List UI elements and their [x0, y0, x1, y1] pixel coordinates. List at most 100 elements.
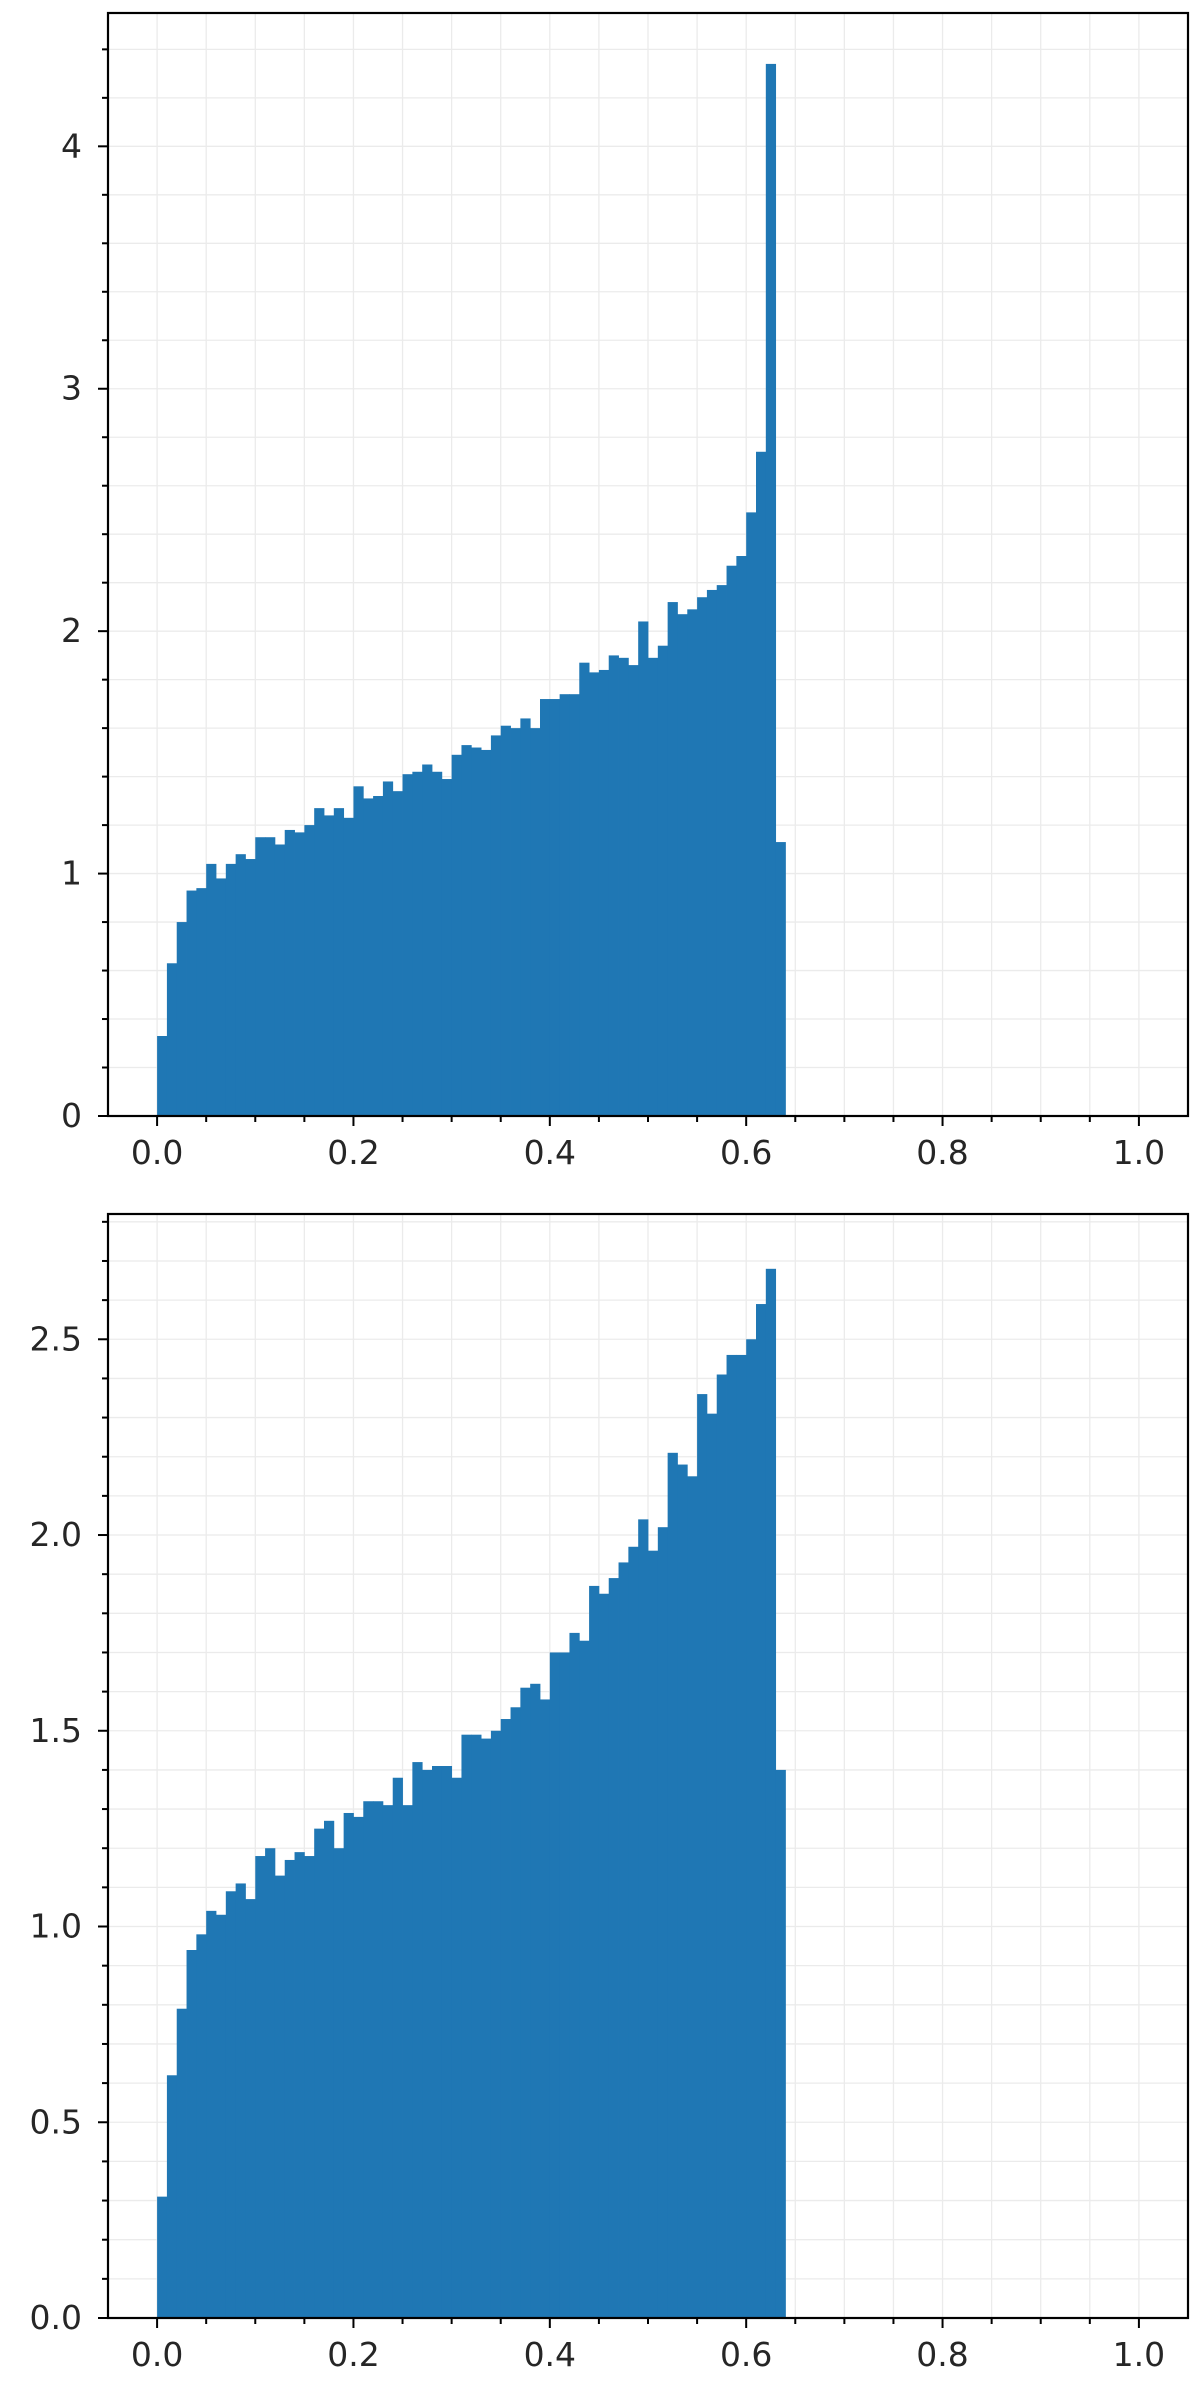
- histogram-bar: [657, 645, 669, 1116]
- y-axis: 0 1 2 3 4: [61, 48, 108, 1135]
- histogram-bar: [274, 1875, 286, 2318]
- histogram-bar: [363, 798, 374, 1116]
- x-tick-label: 0.6: [720, 1133, 772, 1172]
- histogram-bar: [294, 1852, 305, 2318]
- histogram-bar: [314, 1828, 325, 2318]
- histogram-bar: [343, 817, 354, 1116]
- histogram-bar: [490, 735, 502, 1116]
- histogram-bar: [265, 1848, 276, 2318]
- histogram-bar: [500, 1719, 511, 2318]
- histogram-bar: [324, 815, 335, 1116]
- histogram-bar: [186, 890, 197, 1116]
- histogram-bar: [402, 774, 413, 1116]
- histogram-bar: [353, 786, 364, 1116]
- histogram-bar: [775, 1769, 786, 2318]
- histogram-bar: [402, 1805, 413, 2318]
- x-axis: 0.0 0.2 0.4 0.6 0.8 1.0: [131, 2318, 1165, 2374]
- histogram-bar: [274, 844, 286, 1116]
- histogram-bar: [628, 665, 639, 1116]
- bars: [157, 63, 786, 1116]
- histogram-bar: [530, 728, 541, 1116]
- histogram-bar: [746, 1339, 757, 2318]
- histogram-bar: [706, 1413, 718, 2318]
- x-tick-label: 0.2: [327, 1133, 379, 1172]
- y-tick-label: 2.0: [30, 1515, 82, 1554]
- histogram-bar: [471, 1734, 482, 2318]
- histogram-bar: [382, 781, 394, 1116]
- histogram-bar: [756, 1304, 767, 2318]
- y-tick-label: 2: [61, 611, 82, 650]
- histogram-bar: [216, 1914, 227, 2318]
- histogram-bar: [648, 657, 659, 1116]
- histogram-bar: [422, 1769, 433, 2318]
- histogram-bar: [314, 808, 325, 1116]
- histogram-bar: [490, 1730, 502, 2318]
- histogram-bar: [618, 657, 629, 1116]
- x-tick-label: 0.4: [524, 2335, 576, 2374]
- histogram-bar: [412, 1762, 423, 2318]
- histogram-bar: [353, 1816, 364, 2318]
- x-tick-label: 0.2: [327, 2335, 379, 2374]
- histogram-bar: [579, 1640, 590, 2318]
- x-tick-label: 0.8: [916, 1133, 968, 1172]
- histogram-bar: [775, 842, 786, 1116]
- histogram-bar: [687, 1476, 698, 2318]
- histogram-bar: [324, 1820, 335, 2318]
- histogram-bar: [382, 1805, 394, 2318]
- x-tick-label: 0.0: [131, 1133, 183, 1172]
- x-tick-label: 0.8: [916, 2335, 968, 2374]
- histogram-bar: [598, 1593, 610, 2318]
- histogram-bar: [255, 837, 266, 1116]
- histogram-bar: [206, 863, 217, 1116]
- histogram-bar: [726, 1354, 737, 2318]
- histogram-bar: [176, 922, 187, 1116]
- histogram-bar: [520, 1687, 531, 2318]
- histogram-bar: [461, 745, 472, 1116]
- histogram-bar: [196, 888, 207, 1116]
- histogram-bar: [432, 1766, 443, 2318]
- histogram-bar: [618, 1562, 629, 2318]
- y-tick-label: 4: [61, 126, 82, 165]
- histogram-bar: [373, 796, 384, 1116]
- histogram-bar: [255, 1856, 266, 2318]
- x-tick-label: 1.0: [1113, 2335, 1165, 2374]
- histogram-bar: [451, 754, 462, 1116]
- histogram-bar: [540, 1699, 551, 2318]
- histogram-bar: [589, 1585, 600, 2318]
- histogram-bar: [667, 602, 678, 1116]
- y-tick-label: 2.5: [30, 1319, 82, 1358]
- histogram-bar: [500, 725, 511, 1116]
- histogram-bar: [677, 1464, 688, 2318]
- histogram-bar: [716, 1374, 727, 2318]
- histogram-bar: [569, 1632, 580, 2318]
- histogram-bar: [245, 859, 256, 1116]
- x-tick-label: 1.0: [1113, 1133, 1165, 1172]
- histogram-bar: [412, 771, 423, 1116]
- histogram-bar: [569, 694, 580, 1116]
- y-tick-label: 1.0: [30, 1907, 82, 1946]
- histogram-bar: [294, 832, 305, 1116]
- histogram-bar: [589, 672, 600, 1116]
- histogram-bar: [392, 791, 403, 1116]
- histogram-bar: [451, 1777, 462, 2318]
- histogram-bar: [481, 749, 492, 1116]
- bars: [157, 1268, 786, 2318]
- histogram-bar: [284, 1859, 295, 2318]
- y-tick-label: 0.5: [30, 2102, 82, 2141]
- histogram-bar: [648, 1550, 659, 2318]
- histogram-bar: [304, 1856, 315, 2318]
- histogram-bar: [706, 589, 718, 1116]
- histogram-bar: [697, 597, 708, 1116]
- histogram-bar: [235, 1883, 246, 2318]
- histogram-bar: [235, 854, 246, 1116]
- histogram-bar: [304, 825, 315, 1116]
- histogram-bar: [608, 1578, 619, 2318]
- y-tick-label: 1: [61, 854, 82, 893]
- histogram-bar: [628, 1546, 639, 2318]
- histogram-bar: [265, 837, 276, 1116]
- histogram-bar: [598, 669, 610, 1116]
- histogram-bar: [559, 694, 570, 1116]
- histogram-bar: [432, 771, 443, 1116]
- histogram-bar: [363, 1801, 374, 2318]
- histogram-bar: [697, 1394, 708, 2318]
